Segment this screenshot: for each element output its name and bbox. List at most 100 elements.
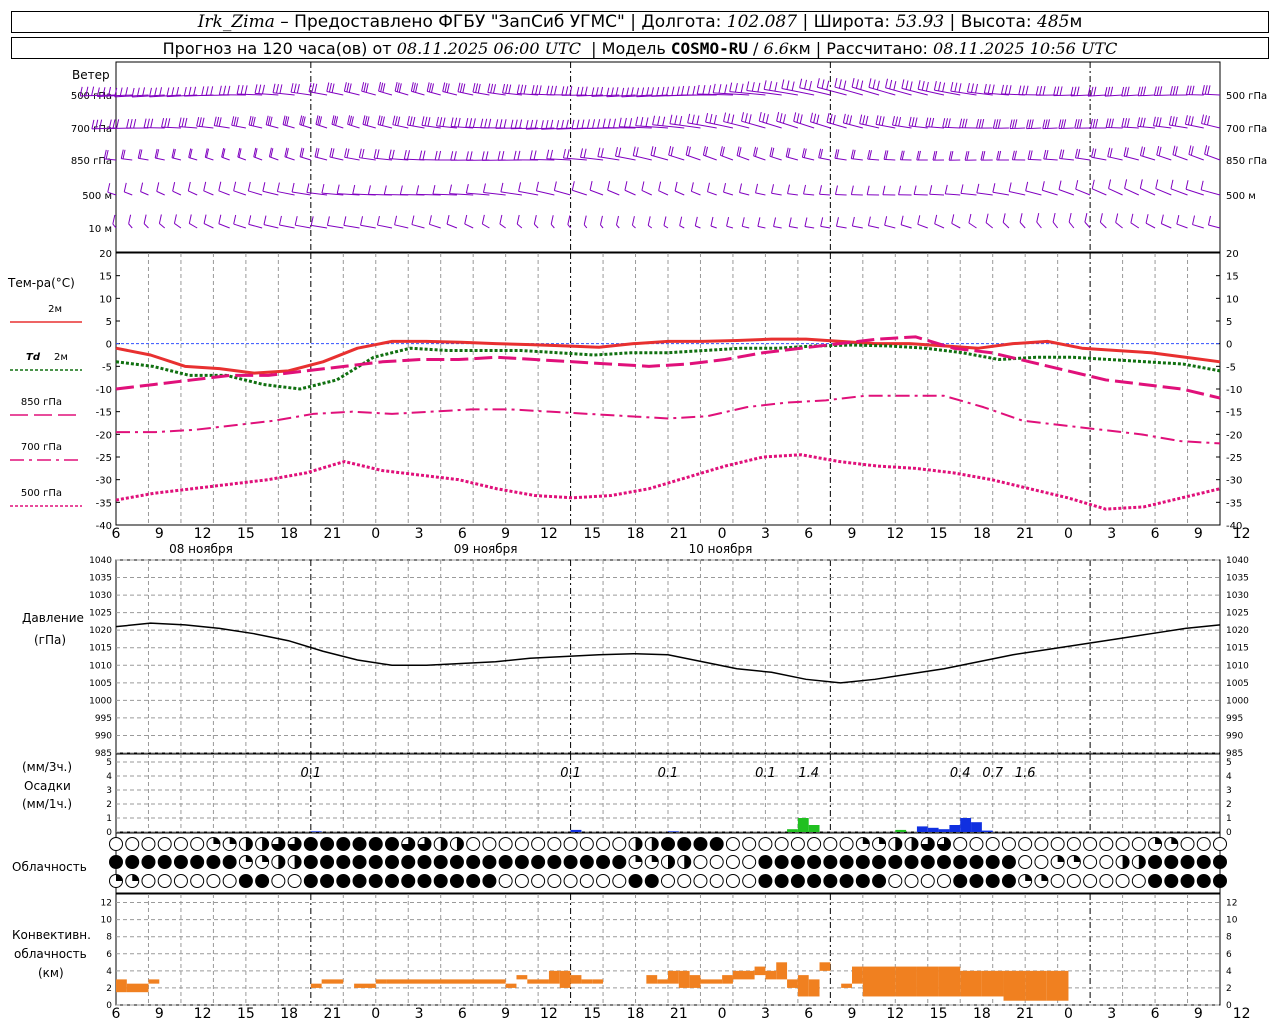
wind-barb-staff — [306, 192, 328, 196]
cloud-cover-symbol — [823, 837, 838, 851]
precip-bar-precip_1h — [938, 829, 950, 832]
cloud-cover-fill — [401, 837, 415, 851]
wind-barb-staff — [1172, 154, 1188, 161]
wind-barb-staff — [124, 191, 133, 196]
cloud-cover-symbol — [1018, 855, 1033, 869]
wind-barb-feather — [696, 115, 700, 125]
cloud-cover-symbol — [1083, 837, 1098, 851]
wind-barb-feather — [1139, 117, 1143, 127]
wind-barb-staff — [968, 222, 977, 229]
wind-barb-feather — [415, 83, 419, 93]
wind-barb-feather — [465, 118, 469, 128]
cloud-cover-fill — [1073, 855, 1081, 862]
wind-barb-feather — [657, 116, 661, 126]
wind-barb-staff — [516, 223, 523, 229]
wind-barb-staff — [231, 124, 246, 129]
header-line-2: Прогноз на 120 часа(ов) от 08.11.2025 06… — [11, 37, 1269, 59]
wind-barb-staff — [834, 86, 863, 96]
hour-tick-label: 18 — [973, 1006, 991, 1022]
wind-barb-staff — [826, 121, 847, 129]
wind-barb-feather — [908, 116, 912, 127]
wind-barb-feather — [319, 116, 323, 126]
wind-barb-feather — [751, 82, 755, 92]
wind-barb-staff — [633, 155, 652, 161]
cloud-cover-symbol — [206, 874, 221, 888]
wind-barb-feather — [79, 86, 83, 96]
wind-barb-feather — [868, 78, 872, 88]
wind-barb-feather — [771, 147, 775, 158]
wind-barb-feather — [167, 118, 171, 128]
wind-barb-feather — [394, 116, 398, 126]
wind-barb-feather — [495, 119, 499, 129]
wind-barb-feather — [623, 117, 627, 128]
wind-barb-feather — [412, 82, 416, 92]
wind-barb-feather — [652, 115, 656, 125]
wind-barb-staff — [836, 225, 847, 229]
precip-bar-precip_1h — [668, 831, 679, 832]
hour-tick-label: 21 — [1016, 1006, 1034, 1022]
wind-barb-feather — [105, 149, 109, 160]
wind-barb-feather — [600, 86, 604, 97]
cloud-cover-fill — [262, 855, 269, 862]
cloud-cover-symbol — [985, 874, 1000, 888]
wind-barb-feather — [514, 119, 518, 129]
wind-barb-feather — [1011, 119, 1015, 129]
wind-barb-feather — [126, 119, 130, 129]
wind-barb-staff — [343, 224, 360, 229]
wind-barb-staff — [315, 123, 328, 129]
temp-ytick-left: 0 — [106, 340, 112, 351]
wind-barb-feather — [403, 150, 407, 160]
wind-barb-feather — [1041, 181, 1045, 191]
wind-barb-staff — [308, 91, 328, 96]
precip-bar-precip_1h — [927, 827, 939, 832]
wind-barb-feather — [614, 146, 618, 157]
precip-total-label: 0.1 — [755, 766, 776, 781]
wind-barb-staff — [107, 191, 117, 196]
wind-barb-feather — [1021, 85, 1025, 95]
wind-barb-feather — [116, 119, 120, 129]
wind-barb-feather — [676, 86, 680, 96]
wind-barb-feather — [895, 116, 899, 126]
precip-total-label: 0.1 — [658, 766, 679, 781]
wind-barb-staff — [159, 223, 166, 229]
pressure-ytick-left: 990 — [95, 731, 112, 741]
wind-barb-staff — [427, 90, 441, 96]
wind-barb-feather — [809, 112, 813, 122]
cloud-cover-fill — [651, 837, 659, 851]
wind-barb-feather — [188, 86, 192, 97]
wind-barb-feather — [1043, 149, 1047, 160]
wind-barb-feather — [928, 117, 932, 127]
wind-barb-staff — [567, 224, 571, 229]
cloud-cover-symbol — [352, 837, 367, 851]
wind-barb-feather — [1025, 119, 1029, 129]
wind-barb-staff — [868, 86, 896, 96]
wind-barb-feather — [788, 217, 792, 227]
temp-ytick-right: 5 — [1226, 317, 1232, 328]
wind-barb-staff — [284, 156, 295, 161]
wind-barb-feather — [188, 148, 192, 158]
hour-tick-label: 12 — [194, 526, 212, 542]
cloud-cover-symbol — [514, 874, 529, 888]
wind-barb-feather — [1143, 86, 1147, 96]
wind-barb-feather — [321, 183, 325, 194]
wind-barb-feather — [987, 84, 991, 94]
cloud-cover-symbol — [596, 855, 611, 869]
wind-barb-feather — [1142, 117, 1146, 128]
convective-cloud-bar — [668, 970, 679, 984]
wind-barb-staff — [1107, 156, 1123, 161]
wind-barb-staff — [171, 157, 182, 161]
temp-ytick-right: 0 — [1226, 340, 1232, 351]
cloud-cover-fill — [1041, 874, 1048, 881]
wind-barb-feather — [843, 80, 847, 90]
wind-barb-feather — [708, 85, 712, 95]
wind-barb-feather — [976, 118, 980, 129]
cloud-cover-symbol — [222, 855, 237, 869]
wind-barb-feather — [829, 114, 833, 124]
wind-barb-feather — [311, 83, 315, 93]
wind-barb-feather — [550, 85, 554, 95]
wind-barb-feather — [1153, 86, 1157, 96]
cloud-cover-symbol — [823, 874, 838, 888]
wind-barb-feather — [744, 113, 748, 123]
pressure-ytick-right: 1040 — [1226, 556, 1249, 566]
wind-barb-feather — [1042, 119, 1046, 129]
